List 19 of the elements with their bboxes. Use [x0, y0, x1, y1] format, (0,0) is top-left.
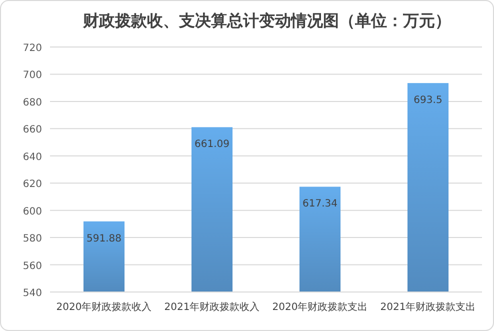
- data-label: 661.09: [194, 139, 230, 150]
- chart-title: 财政拨款收、支决算总计变动情况图（单位：万元）: [82, 11, 451, 30]
- x-tick-label: 2020年财政拨款支出: [272, 301, 368, 313]
- y-tick-label: 620: [22, 179, 42, 190]
- y-tick-label: 680: [22, 97, 42, 108]
- y-tick-label: 640: [22, 152, 42, 163]
- x-tick-label: 2021年财政拨款收入: [164, 301, 260, 313]
- data-label: 591.88: [86, 233, 122, 244]
- y-tick-label: 700: [22, 70, 42, 82]
- y-tick-label: 580: [22, 234, 42, 245]
- y-tick-label: 540: [22, 288, 42, 299]
- y-tick-label: 600: [22, 206, 42, 218]
- data-label: 693.5: [414, 95, 442, 106]
- x-tick-label: 2020年财政拨款收入: [56, 301, 152, 313]
- y-tick-label: 560: [22, 260, 42, 272]
- data-label: 617.34: [302, 198, 338, 210]
- y-tick-label: 720: [22, 43, 42, 54]
- x-tick-label: 2021年财政拨款支出: [380, 301, 476, 313]
- y-tick-label: 660: [22, 124, 42, 136]
